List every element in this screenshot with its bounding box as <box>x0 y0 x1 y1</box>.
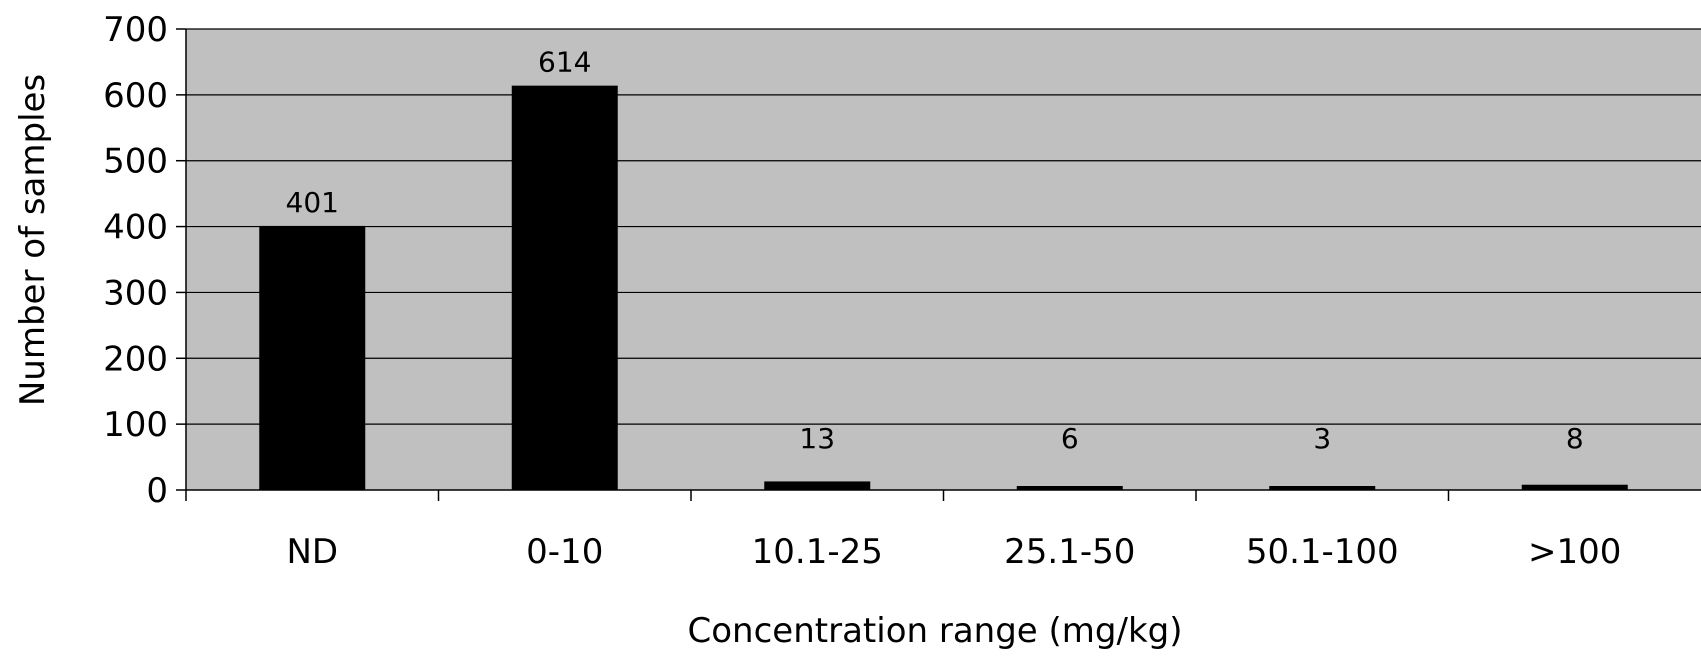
data-label: 13 <box>799 422 835 455</box>
bar <box>1521 484 1628 490</box>
x-category-label: >100 <box>1528 532 1621 572</box>
y-tick-label: 700 <box>103 10 168 50</box>
x-category-label: 0-10 <box>526 532 603 572</box>
bar <box>1016 486 1123 490</box>
y-axis-title: Number of samples <box>13 74 53 406</box>
bar <box>1269 486 1376 490</box>
plot-area <box>186 29 1701 490</box>
y-tick-label: 500 <box>103 142 168 182</box>
data-label: 3 <box>1313 422 1331 455</box>
y-tick-label: 200 <box>103 339 168 379</box>
data-label: 401 <box>286 186 339 219</box>
labels: 0 100 200 300 400 500 600 700 401 ND 614 0-10 13 10.1… <box>103 10 1621 572</box>
x-category-label: ND <box>286 532 338 572</box>
data-label: 614 <box>538 46 591 79</box>
x-category-label: 10.1-25 <box>752 532 883 572</box>
y-tick-label: 100 <box>103 405 168 445</box>
bar <box>511 85 618 490</box>
bars <box>259 85 1628 491</box>
y-tick-label: 300 <box>103 273 168 313</box>
gridlines <box>186 28 1701 425</box>
x-category-label: 25.1-50 <box>1004 532 1135 572</box>
y-tick-label: 0 <box>146 471 168 511</box>
x-category-label: 50.1-100 <box>1246 532 1399 572</box>
data-label: 8 <box>1566 422 1584 455</box>
y-tick-label: 400 <box>103 208 168 248</box>
bar <box>259 225 366 491</box>
y-tick-label: 600 <box>103 76 168 116</box>
axes <box>176 28 1701 501</box>
bar <box>764 481 871 490</box>
x-axis-title: Concentration range (mg/kg) <box>688 611 1183 651</box>
data-label: 6 <box>1061 422 1079 455</box>
